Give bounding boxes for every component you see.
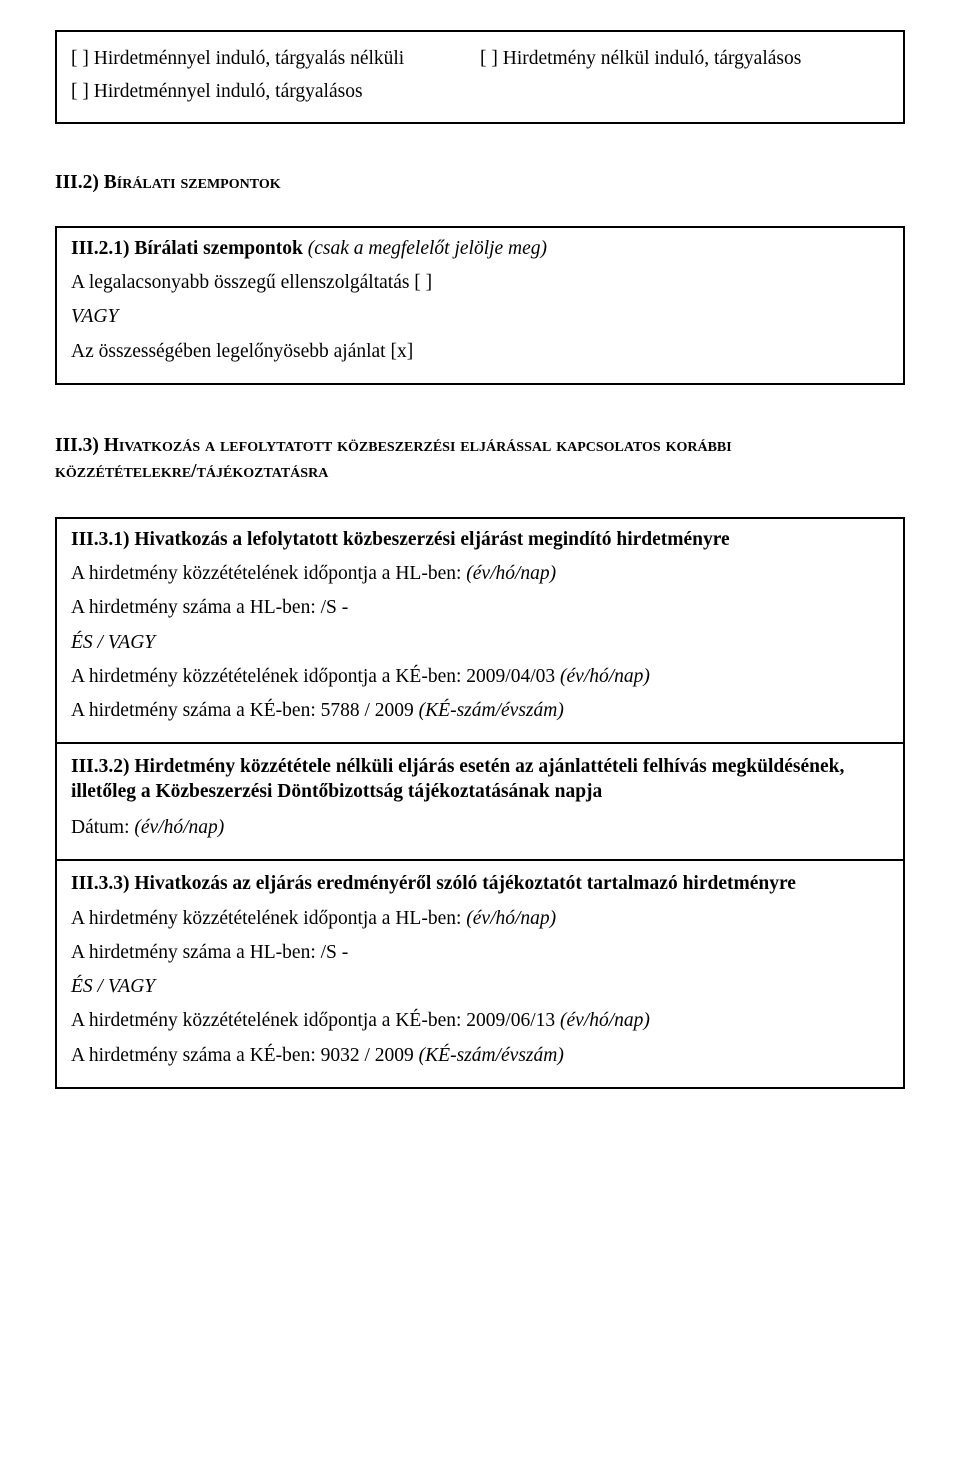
section-iii3-1-l4: A hirdetmény száma a KÉ-ben: 5788 / 2009… — [71, 694, 889, 728]
section-iii3-1-esvagy: ÉS / VAGY — [71, 626, 889, 660]
section-iii3-3-esvagy: ÉS / VAGY — [71, 970, 889, 1004]
section-iii3-1-l3a: A hirdetmény közzétételének időpontja a … — [71, 666, 560, 687]
section-iii3-box: III.3.1) Hivatkozás a lefolytatott közbe… — [55, 517, 905, 1088]
section-iii3-heading: III.3) Hivatkozás a lefolytatott közbesz… — [55, 433, 905, 486]
procedure-option-2: [ ] Hirdetmény nélkül induló, tárgyaláso… — [480, 42, 889, 75]
section-iii3-1-l1b: (év/hó/nap) — [466, 563, 556, 584]
section-iii2-1-title-note: (csak a megfelelőt jelölje meg) — [308, 238, 547, 259]
section-iii3-2-l1: Dátum: (év/hó/nap) — [71, 811, 889, 845]
section-iii3-3-l1: A hirdetmény közzétételének időpontja a … — [71, 902, 889, 936]
section-iii3-2-l1b: (év/hó/nap) — [134, 817, 224, 838]
section-iii3-3-l1a: A hirdetmény közzétételének időpontja a … — [71, 908, 466, 929]
section-iii3-1-block: III.3.1) Hivatkozás a lefolytatott közbe… — [57, 519, 903, 742]
section-iii3-3-l3b: (év/hó/nap) — [560, 1010, 650, 1031]
section-iii3-1-l4b: (KÉ-szám/évszám) — [419, 700, 564, 721]
procedure-option-3: [ ] Hirdetménnyel induló, tárgyalásos — [71, 75, 889, 108]
section-iii3-1-l3: A hirdetmény közzétételének időpontja a … — [71, 660, 889, 694]
section-iii2-1-vagy: VAGY — [71, 300, 889, 334]
section-iii3-3-l3a: A hirdetmény közzétételének időpontja a … — [71, 1010, 560, 1031]
section-iii3-2-block: III.3.2) Hirdetmény közzététele nélküli … — [57, 744, 903, 859]
section-iii3-2-l1a: Dátum: — [71, 817, 134, 838]
section-iii2-1-line2: Az összességében legelőnyösebb ajánlat [… — [71, 335, 889, 369]
section-iii3-3-l2: A hirdetmény száma a HL-ben: /S - — [71, 936, 889, 970]
section-iii3-3-block: III.3.3) Hivatkozás az eljárás eredményé… — [57, 861, 903, 1087]
section-iii3-3-l4: A hirdetmény száma a KÉ-ben: 9032 / 2009… — [71, 1039, 889, 1073]
section-iii3-3-l4a: A hirdetmény száma a KÉ-ben: 9032 / 2009 — [71, 1045, 419, 1066]
procedure-option-1: [ ] Hirdetménnyel induló, tárgyalás nélk… — [71, 42, 480, 75]
section-iii2-1-title: III.2.1) Bírálati szempontok (csak a meg… — [71, 238, 889, 260]
section-iii3-3-l4b: (KÉ-szám/évszám) — [419, 1045, 564, 1066]
section-iii2-heading: III.2) Bírálati szempontok — [55, 172, 905, 194]
section-iii2-1-box: III.2.1) Bírálati szempontok (csak a meg… — [55, 226, 905, 384]
section-iii3-1-title: III.3.1) Hivatkozás a lefolytatott közbe… — [71, 529, 889, 551]
section-iii3-1-l4a: A hirdetmény száma a KÉ-ben: 5788 / 2009 — [71, 700, 419, 721]
section-iii3-1-l1a: A hirdetmény közzétételének időpontja a … — [71, 563, 466, 584]
section-iii3-3-l3: A hirdetmény közzétételének időpontja a … — [71, 1004, 889, 1038]
section-iii2-1-title-text: III.2.1) Bírálati szempontok — [71, 238, 308, 259]
section-iii2-1-line1: A legalacsonyabb összegű ellenszolgáltat… — [71, 266, 889, 300]
section-iii3-2-title: III.3.2) Hirdetmény közzététele nélküli … — [71, 754, 889, 805]
section-iii3-1-l1: A hirdetmény közzétételének időpontja a … — [71, 557, 889, 591]
procedure-options-box: [ ] Hirdetménnyel induló, tárgyalás nélk… — [55, 30, 905, 124]
section-iii3-1-l2: A hirdetmény száma a HL-ben: /S - — [71, 591, 889, 625]
section-iii3-3-l1b: (év/hó/nap) — [466, 908, 556, 929]
section-iii3-3-title: III.3.3) Hivatkozás az eljárás eredményé… — [71, 871, 889, 896]
section-iii3-1-l3b: (év/hó/nap) — [560, 666, 650, 687]
page-container: [ ] Hirdetménnyel induló, tárgyalás nélk… — [0, 0, 960, 1137]
